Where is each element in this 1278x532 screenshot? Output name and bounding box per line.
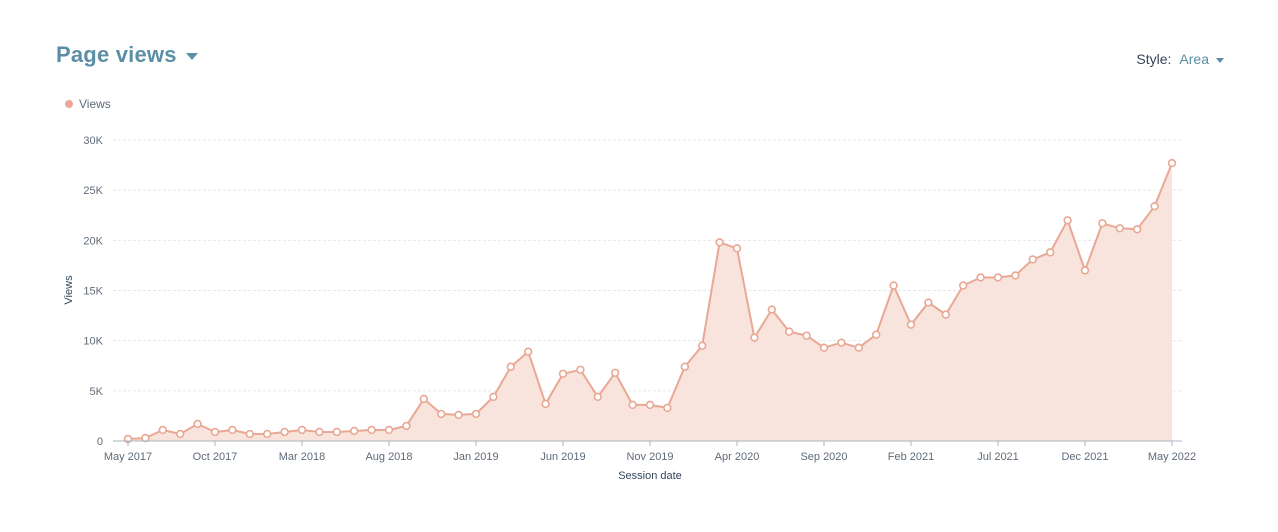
data-point-sep-2021[interactable] xyxy=(1028,255,1038,264)
data-point-sep-2017[interactable] xyxy=(193,419,202,429)
data-point-dec-2020[interactable] xyxy=(871,330,881,339)
x-tick-label: Sep 2020 xyxy=(800,451,847,463)
style-label: Style: xyxy=(1136,51,1172,67)
data-point-jun-2019[interactable] xyxy=(558,369,568,378)
y-tick-label: 10K xyxy=(83,336,103,348)
data-point-jan-2019[interactable] xyxy=(471,409,481,419)
data-point-oct-2019[interactable] xyxy=(628,400,637,410)
data-point-jan-2021[interactable] xyxy=(889,281,898,290)
x-tick-label: Nov 2019 xyxy=(626,451,673,463)
data-point-jan-2018[interactable] xyxy=(263,429,272,439)
x-axis-title: Session date xyxy=(618,470,682,482)
data-point-may-2018[interactable] xyxy=(332,427,341,437)
data-point-oct-2018[interactable] xyxy=(419,394,428,404)
data-point-nov-2020[interactable] xyxy=(854,343,863,352)
chevron-down-icon xyxy=(185,53,198,60)
y-tick-label: 25K xyxy=(83,185,103,197)
data-point-sep-2020[interactable] xyxy=(819,343,829,352)
data-point-jan-2022[interactable] xyxy=(1098,219,1107,228)
data-point-aug-2018[interactable] xyxy=(384,425,394,435)
data-point-nov-2017[interactable] xyxy=(228,425,237,435)
y-tick-label: 30K xyxy=(83,135,103,147)
data-point-aug-2017[interactable] xyxy=(176,429,185,439)
data-point-jul-2020[interactable] xyxy=(784,327,794,336)
x-tick-label: May 2017 xyxy=(104,451,152,463)
x-tick-label: Jul 2021 xyxy=(977,451,1019,463)
y-tick-label: 5K xyxy=(90,386,104,398)
data-point-may-2019[interactable] xyxy=(541,399,550,409)
legend-label: Views xyxy=(79,97,111,111)
data-point-mar-2020[interactable] xyxy=(715,238,724,247)
data-point-apr-2020[interactable] xyxy=(732,244,742,253)
data-point-jun-2020[interactable] xyxy=(767,305,776,314)
data-point-jan-2020[interactable] xyxy=(680,362,689,371)
legend-item-views[interactable]: Views xyxy=(65,97,111,111)
data-points xyxy=(123,158,1177,444)
x-tick-label: Aug 2018 xyxy=(365,451,412,463)
x-tick-label: Dec 2021 xyxy=(1061,451,1108,463)
data-point-mar-2018[interactable] xyxy=(297,425,307,435)
data-point-aug-2019[interactable] xyxy=(593,392,602,402)
y-tick-label: 20K xyxy=(83,235,103,247)
data-point-feb-2022[interactable] xyxy=(1115,224,1125,233)
x-tick-label: Jun 2019 xyxy=(540,451,585,463)
data-point-jul-2021[interactable] xyxy=(993,273,1003,282)
data-point-may-2022[interactable] xyxy=(1167,158,1177,168)
x-tick-label: Feb 2021 xyxy=(888,451,934,463)
chevron-down-icon xyxy=(1216,57,1224,63)
x-tick-label: Apr 2020 xyxy=(715,451,760,463)
data-point-nov-2021[interactable] xyxy=(1063,216,1072,225)
style-dropdown[interactable]: Area xyxy=(1179,51,1224,67)
data-point-apr-2019[interactable] xyxy=(523,347,533,356)
data-point-sep-2018[interactable] xyxy=(402,421,411,431)
data-point-jun-2017[interactable] xyxy=(141,433,150,443)
data-point-feb-2018[interactable] xyxy=(280,427,289,437)
y-axis-title: Views xyxy=(63,275,75,305)
data-point-feb-2019[interactable] xyxy=(489,392,498,402)
data-point-may-2020[interactable] xyxy=(750,333,759,342)
data-point-jul-2019[interactable] xyxy=(576,365,585,374)
data-point-apr-2022[interactable] xyxy=(1150,202,1159,211)
style-value: Area xyxy=(1179,51,1209,67)
data-point-dec-2017[interactable] xyxy=(245,429,255,439)
legend-dot-icon xyxy=(65,100,73,108)
data-point-nov-2018[interactable] xyxy=(437,409,446,419)
data-point-mar-2022[interactable] xyxy=(1132,225,1142,234)
x-tick-label: May 2022 xyxy=(1148,451,1196,463)
data-point-feb-2021[interactable] xyxy=(906,320,916,329)
data-point-mar-2019[interactable] xyxy=(506,362,515,371)
y-tick-label: 0 xyxy=(97,436,103,448)
data-point-apr-2018[interactable] xyxy=(315,427,324,437)
data-point-dec-2021[interactable] xyxy=(1080,266,1090,275)
data-point-feb-2020[interactable] xyxy=(697,341,707,350)
page-title: Page views xyxy=(56,42,177,67)
data-point-dec-2019[interactable] xyxy=(663,403,672,413)
x-tick-label: Oct 2017 xyxy=(193,451,238,463)
data-point-sep-2019[interactable] xyxy=(610,368,620,377)
chart-title-dropdown[interactable]: Page views xyxy=(56,42,198,68)
data-point-dec-2018[interactable] xyxy=(454,410,463,420)
y-tick-label: 15K xyxy=(83,286,103,298)
x-axis-ticks: May 2017 Oct 2017 Mar 2018 Aug 2018 Jan 2019… xyxy=(104,441,1196,463)
data-point-may-2021[interactable] xyxy=(958,281,968,290)
data-point-oct-2021[interactable] xyxy=(1045,248,1055,257)
data-point-apr-2021[interactable] xyxy=(941,310,950,319)
data-point-jul-2017[interactable] xyxy=(158,425,168,435)
data-point-aug-2020[interactable] xyxy=(802,331,811,340)
data-point-jul-2018[interactable] xyxy=(367,425,376,435)
data-point-oct-2020[interactable] xyxy=(837,338,846,347)
x-tick-label: Jan 2019 xyxy=(453,451,498,463)
data-point-mar-2021[interactable] xyxy=(924,298,933,307)
data-point-jun-2021[interactable] xyxy=(976,273,985,282)
y-axis-ticks: 0 5K 10K 15K 20K 25K 30K xyxy=(83,135,103,448)
data-point-jun-2018[interactable] xyxy=(350,426,359,436)
series-area-views xyxy=(128,163,1172,441)
x-tick-label: Mar 2018 xyxy=(279,451,325,463)
data-point-nov-2019[interactable] xyxy=(645,400,655,410)
style-control: Style: Area xyxy=(1136,51,1224,67)
data-point-aug-2021[interactable] xyxy=(1011,271,1020,280)
data-point-oct-2017[interactable] xyxy=(210,427,220,437)
